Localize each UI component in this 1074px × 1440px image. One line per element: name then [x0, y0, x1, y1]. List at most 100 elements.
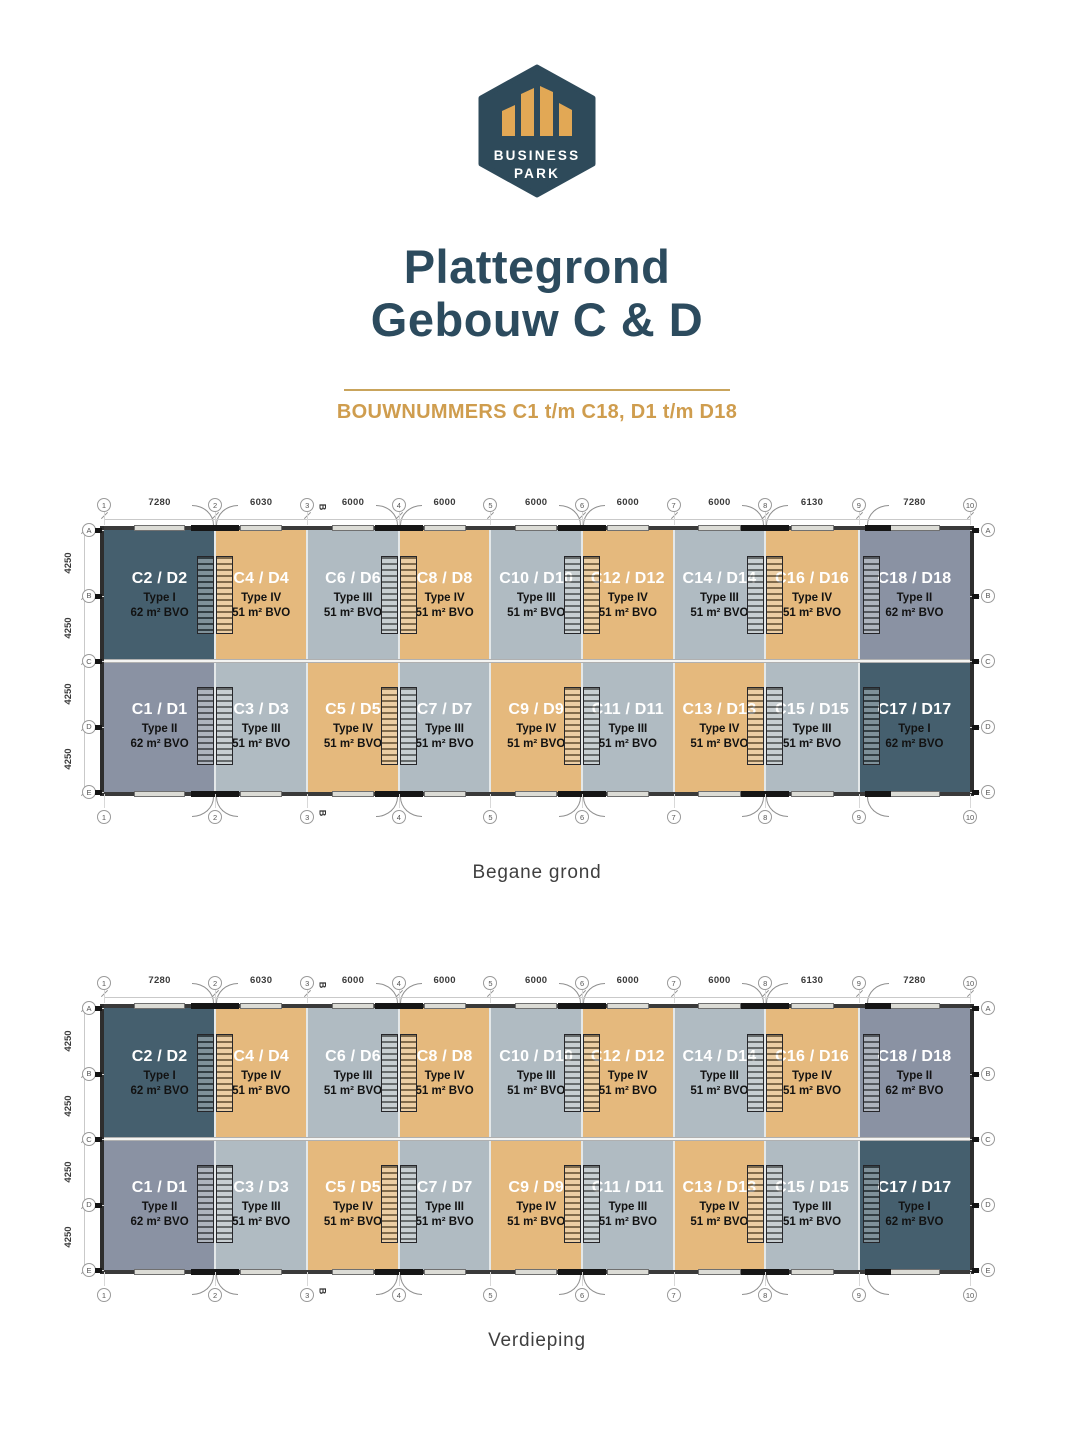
grid-line	[673, 794, 675, 808]
dimension-line-top	[104, 519, 970, 520]
stairs-icon	[564, 556, 582, 634]
dimension-label-vertical: 4250	[63, 1030, 74, 1052]
unit-area: 51 m² BVO	[507, 1085, 566, 1097]
logo-text-business: BUSINESS	[494, 148, 581, 163]
grid-bubble-col: 1	[97, 498, 111, 512]
unit-area: 51 m² BVO	[323, 1216, 383, 1228]
unit-type: Type II	[141, 1201, 178, 1214]
business-park-logo: BUSINESS PARK	[478, 64, 596, 198]
unit-type: Type III	[700, 1070, 739, 1083]
grid-line	[970, 990, 971, 1003]
window-segment	[698, 1269, 741, 1275]
dimension-label-vertical: 4250	[63, 683, 74, 705]
unit-name: C1 / D1	[131, 1179, 188, 1197]
grid-line	[765, 1272, 767, 1286]
stairs-icon	[197, 1034, 215, 1112]
wall-stub	[95, 1006, 102, 1011]
unit-type: Type I	[898, 723, 931, 736]
unit-area: 51 m² BVO	[690, 1085, 749, 1097]
unit-type: Type IV	[516, 1201, 557, 1214]
door-threshold	[864, 525, 891, 531]
window-segment	[606, 791, 649, 797]
dimension-label: 6000	[341, 497, 365, 508]
grid-bubble-col: 2	[208, 1288, 223, 1302]
title-line1: Plattegrond	[403, 240, 671, 293]
unit-type: Type II	[896, 1070, 933, 1083]
unit-name: C4 / D4	[233, 570, 289, 588]
grid-bubble-col: 5	[483, 976, 498, 990]
window-segment	[240, 1269, 283, 1275]
dimension-label: 6000	[616, 975, 639, 986]
unit-cell: C4 / D4 Type IV 51 m² BVO	[215, 1008, 308, 1139]
unit-name: C18 / D18	[877, 570, 952, 588]
wall-stub	[95, 1137, 102, 1142]
grid-bubble-col: 3	[300, 976, 315, 990]
unit-cell: C12 / D12 Type IV 51 m² BVO	[582, 1008, 674, 1139]
logo-hexagon-icon	[478, 64, 596, 198]
unit-name: C17 / D17	[877, 701, 952, 719]
unit-type: Type IV	[241, 592, 282, 605]
grid-bubble-col: 5	[483, 810, 498, 824]
window-segment	[606, 1269, 649, 1275]
window-segment	[698, 791, 741, 797]
grid-bubble-col: 3	[300, 1288, 315, 1302]
grid-bubble-col: 10	[963, 976, 977, 990]
wall-stub	[95, 593, 102, 599]
dimension-label-vertical: 4250	[63, 1095, 74, 1117]
unit-type: Type IV	[792, 592, 833, 605]
unit-cell: C1 / D1 Type II 62 m² BVO	[104, 661, 216, 792]
grid-line	[104, 794, 105, 808]
section-marker: B	[317, 809, 328, 817]
unit-type: Type III	[792, 1201, 832, 1214]
grid-line	[582, 794, 584, 808]
floorplan-verdieping: C2 / D2 Type I 62 m² BVO C4 / D4 Type IV 51 m…	[63, 975, 995, 1302]
unit-area: 51 m² BVO	[323, 1085, 383, 1097]
section-marker: B	[317, 981, 328, 989]
dimension-label-vertical: 4250	[63, 1161, 74, 1183]
stairs-icon	[766, 1165, 784, 1243]
stairs-icon	[583, 1034, 601, 1112]
wall-stub	[972, 724, 979, 730]
unit-type: Type IV	[607, 592, 648, 605]
unit-name: C14 / D14	[682, 1048, 757, 1066]
dimension-label: 7280	[148, 497, 171, 508]
unit-type: Type IV	[607, 1070, 648, 1083]
stairs-icon	[583, 687, 601, 765]
grid-line	[215, 1272, 217, 1286]
unit-area: 62 m² BVO	[130, 738, 189, 750]
window-segment	[790, 1269, 834, 1275]
grid-bubble-col: 7	[666, 1288, 681, 1302]
grid-bubble-col: 3	[300, 498, 315, 512]
unit-name: C2 / D2	[131, 570, 188, 588]
door-threshold	[864, 1003, 891, 1009]
stairs-icon	[583, 1165, 601, 1243]
door-threshold	[191, 525, 240, 531]
grid-line	[582, 512, 584, 525]
grid-bubble-col: 1	[97, 810, 111, 824]
unit-area: 51 m² BVO	[232, 738, 291, 750]
unit-name: C16 / D16	[775, 570, 849, 588]
stairs-icon	[862, 687, 880, 765]
stairs-icon	[216, 556, 234, 634]
unit-name: C5 / D5	[325, 1179, 381, 1197]
unit-area: 51 m² BVO	[598, 607, 657, 619]
stairs-icon	[216, 1034, 234, 1112]
grid-bubble-col: 8	[758, 810, 773, 824]
unit-area: 51 m² BVO	[598, 1085, 657, 1097]
unit-type: Type III	[516, 1070, 556, 1083]
unit-area: 62 m² BVO	[130, 1216, 189, 1228]
grid-line	[307, 990, 309, 1003]
unit-area: 51 m² BVO	[782, 738, 842, 750]
stairs-icon	[747, 687, 765, 765]
stairs-icon	[564, 687, 582, 765]
grid-bubble-col: 6	[575, 810, 590, 824]
wall-stub	[972, 528, 979, 533]
dimension-label: 6000	[708, 975, 731, 986]
unit-cell: C1 / D1 Type II 62 m² BVO	[104, 1139, 216, 1270]
door-threshold	[741, 525, 790, 531]
window-segment	[331, 1269, 375, 1275]
door-threshold	[864, 1269, 891, 1275]
door-threshold	[374, 525, 423, 531]
window-segment	[606, 1003, 649, 1009]
